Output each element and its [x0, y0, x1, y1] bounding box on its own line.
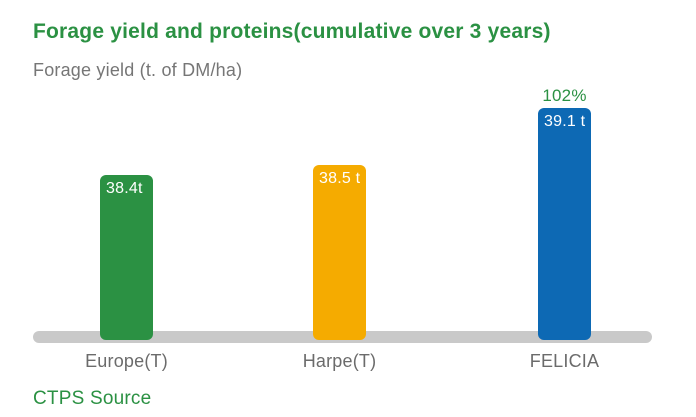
bar-value-label: 38.4t [106, 180, 143, 197]
x-tick-label-felicia: FELICIA [529, 351, 600, 371]
x-tick-label-harpe-t-: Harpe(T) [302, 351, 377, 371]
bar-value-label: 39.1 t [544, 113, 586, 130]
chart-title: Forage yield and proteins(cumulative ove… [33, 20, 551, 43]
bar-value-label: 38.5 t [319, 170, 361, 187]
source-note: CTPS Source [33, 388, 152, 409]
chart-subtitle: Forage yield (t. of DM/ha) [33, 60, 243, 80]
x-tick-label-europe-t-: Europe(T) [85, 351, 168, 371]
bar-annotation: 102% [542, 86, 587, 105]
bar-felicia: 39.1 t [538, 108, 591, 340]
bar-europe-t-: 38.4t [100, 175, 153, 340]
bar-harpe-t-: 38.5 t [313, 165, 366, 340]
